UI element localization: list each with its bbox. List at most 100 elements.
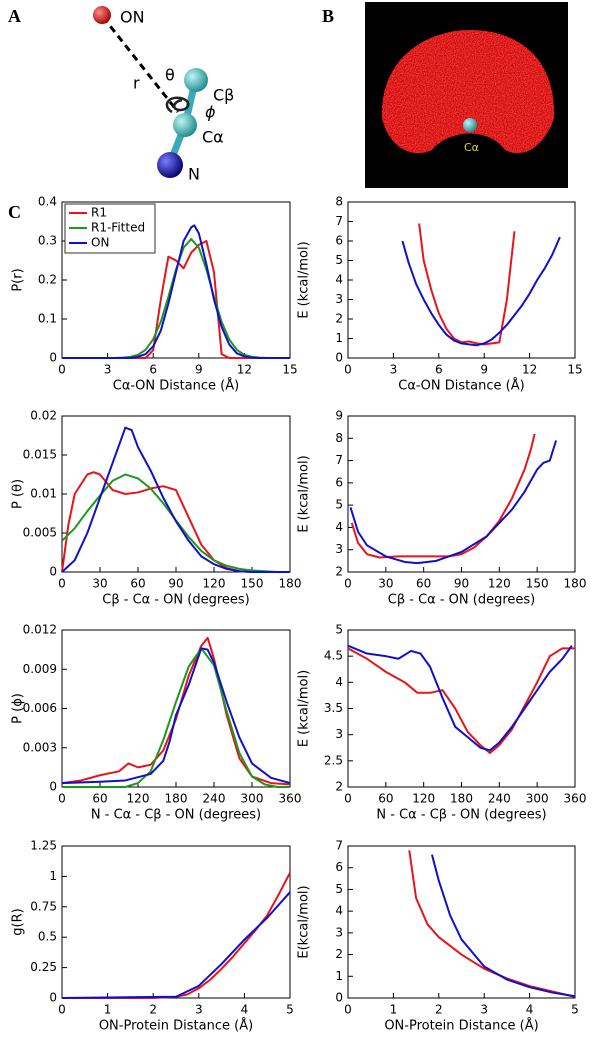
y-axis-label: g(R) <box>11 908 26 935</box>
atom-label: N <box>188 165 200 184</box>
plot-frame <box>347 629 576 788</box>
y-tick-label: 2 <box>335 312 343 326</box>
y-axis-label: E (kcal/mol) <box>297 670 312 747</box>
y-tick-label: 4.5 <box>324 649 343 663</box>
y-tick-label: 7 <box>335 453 343 467</box>
x-tick-label: 1 <box>390 1003 398 1017</box>
cloud-texture <box>381 30 555 154</box>
x-tick-label: 60 <box>378 792 393 806</box>
x-tick-label: 150 <box>526 577 549 591</box>
y-tick-label: 8 <box>335 431 343 445</box>
atom-label: ϕ <box>205 103 216 122</box>
y-tick-label: 0 <box>335 991 343 1005</box>
x-axis-label: Cα-ON Distance (Å) <box>113 378 239 394</box>
y-tick-label: 0.01 <box>30 487 57 501</box>
x-tick-label: 9 <box>480 363 488 377</box>
x-tick-label: 0 <box>58 577 66 591</box>
x-tick-label: 0 <box>344 363 352 377</box>
x-tick-label: 90 <box>168 577 183 591</box>
x-tick-label: 180 <box>279 577 302 591</box>
x-tick-label: 360 <box>279 792 302 806</box>
y-tick-label: 4 <box>335 675 343 689</box>
y-axis-label: E(kcal/mol) <box>297 885 312 958</box>
series-line <box>347 647 575 754</box>
atom-label: Cβ <box>213 86 234 105</box>
y-tick-label: 3 <box>335 727 343 741</box>
y-tick-label: 0.009 <box>23 662 57 676</box>
x-tick-label: 3 <box>104 363 112 377</box>
y-tick-label: 3.5 <box>324 701 343 715</box>
plot-frame <box>347 201 576 359</box>
x-tick-label: 120 <box>412 792 435 806</box>
panel-label: C <box>8 202 21 222</box>
x-tick-label: 120 <box>488 577 511 591</box>
y-tick-label: 4 <box>335 904 343 918</box>
series-line <box>62 238 290 359</box>
y-tick-label: 1 <box>49 869 57 883</box>
y-axis-label: P (θ) <box>11 479 26 509</box>
y-tick-label: 0.3 <box>38 234 57 248</box>
y-tick-label: 2 <box>335 565 343 579</box>
x-tick-label: 0 <box>344 577 352 591</box>
x-tick-label: 2 <box>435 1003 443 1017</box>
series-line <box>61 891 291 999</box>
x-tick-label: 3 <box>390 363 398 377</box>
series-line <box>62 224 290 359</box>
x-tick-label: 150 <box>241 577 264 591</box>
y-tick-label: 1 <box>335 969 343 983</box>
cloud-label: Cα <box>464 141 479 154</box>
x-tick-label: 0 <box>344 792 352 806</box>
y-tick-label: 0.1 <box>38 312 57 326</box>
distance-line <box>101 16 180 113</box>
x-tick-label: 5 <box>286 1003 294 1017</box>
y-tick-label: 2 <box>335 780 343 794</box>
y-tick-label: 0.4 <box>38 195 57 209</box>
x-tick-label: 5 <box>571 1003 579 1017</box>
x-tick-label: 2 <box>149 1003 157 1017</box>
x-tick-label: 0 <box>58 363 66 377</box>
plot-frame <box>61 629 291 788</box>
y-tick-label: 0.003 <box>23 740 57 754</box>
panel-label: B <box>322 6 334 26</box>
x-axis-label: ON-Protein Distance (Å) <box>384 1018 538 1034</box>
series-line <box>408 850 576 998</box>
x-axis-label: N - Cα - Cβ - ON (degrees) <box>91 808 261 823</box>
x-tick-label: 3 <box>480 1003 488 1017</box>
series-line <box>347 644 573 752</box>
y-tick-label: 7 <box>335 839 343 853</box>
y-axis-label: P(r) <box>11 268 26 291</box>
plot-frame <box>61 415 291 573</box>
atom-label: Cα <box>202 128 224 147</box>
x-tick-label: 30 <box>378 577 393 591</box>
x-tick-label: 12 <box>522 363 537 377</box>
series-line <box>349 440 558 565</box>
x-tick-label: 300 <box>241 792 264 806</box>
y-tick-label: 0.006 <box>23 701 57 715</box>
plot-frame <box>61 845 291 999</box>
cb-atom <box>184 68 208 92</box>
atom-label: r <box>133 74 140 93</box>
y-tick-label: 6 <box>335 475 343 489</box>
y-tick-label: 3 <box>335 925 343 939</box>
y-tick-label: 4 <box>335 520 343 534</box>
y-tick-label: 3 <box>335 542 343 556</box>
y-tick-label: 3 <box>335 292 343 306</box>
series-line <box>401 236 561 347</box>
x-axis-label: Cβ - Cα - ON (degrees) <box>388 593 536 608</box>
atom-label: ON <box>120 8 145 27</box>
x-axis-label: Cα-ON Distance (Å) <box>398 378 524 394</box>
y-tick-label: 0 <box>49 351 57 365</box>
y-tick-label: 0.005 <box>23 526 57 540</box>
y-tick-label: 4 <box>335 273 343 287</box>
y-tick-label: 6 <box>335 234 343 248</box>
x-axis-label: N - Cα - Cβ - ON (degrees) <box>376 808 546 823</box>
atom-label: θ <box>165 66 175 85</box>
y-tick-label: 9 <box>335 409 343 423</box>
y-tick-label: 6 <box>335 860 343 874</box>
x-tick-label: 15 <box>567 363 582 377</box>
x-tick-label: 6 <box>435 363 443 377</box>
x-tick-label: 120 <box>203 577 226 591</box>
y-tick-label: 5 <box>335 882 343 896</box>
x-tick-label: 180 <box>564 577 587 591</box>
